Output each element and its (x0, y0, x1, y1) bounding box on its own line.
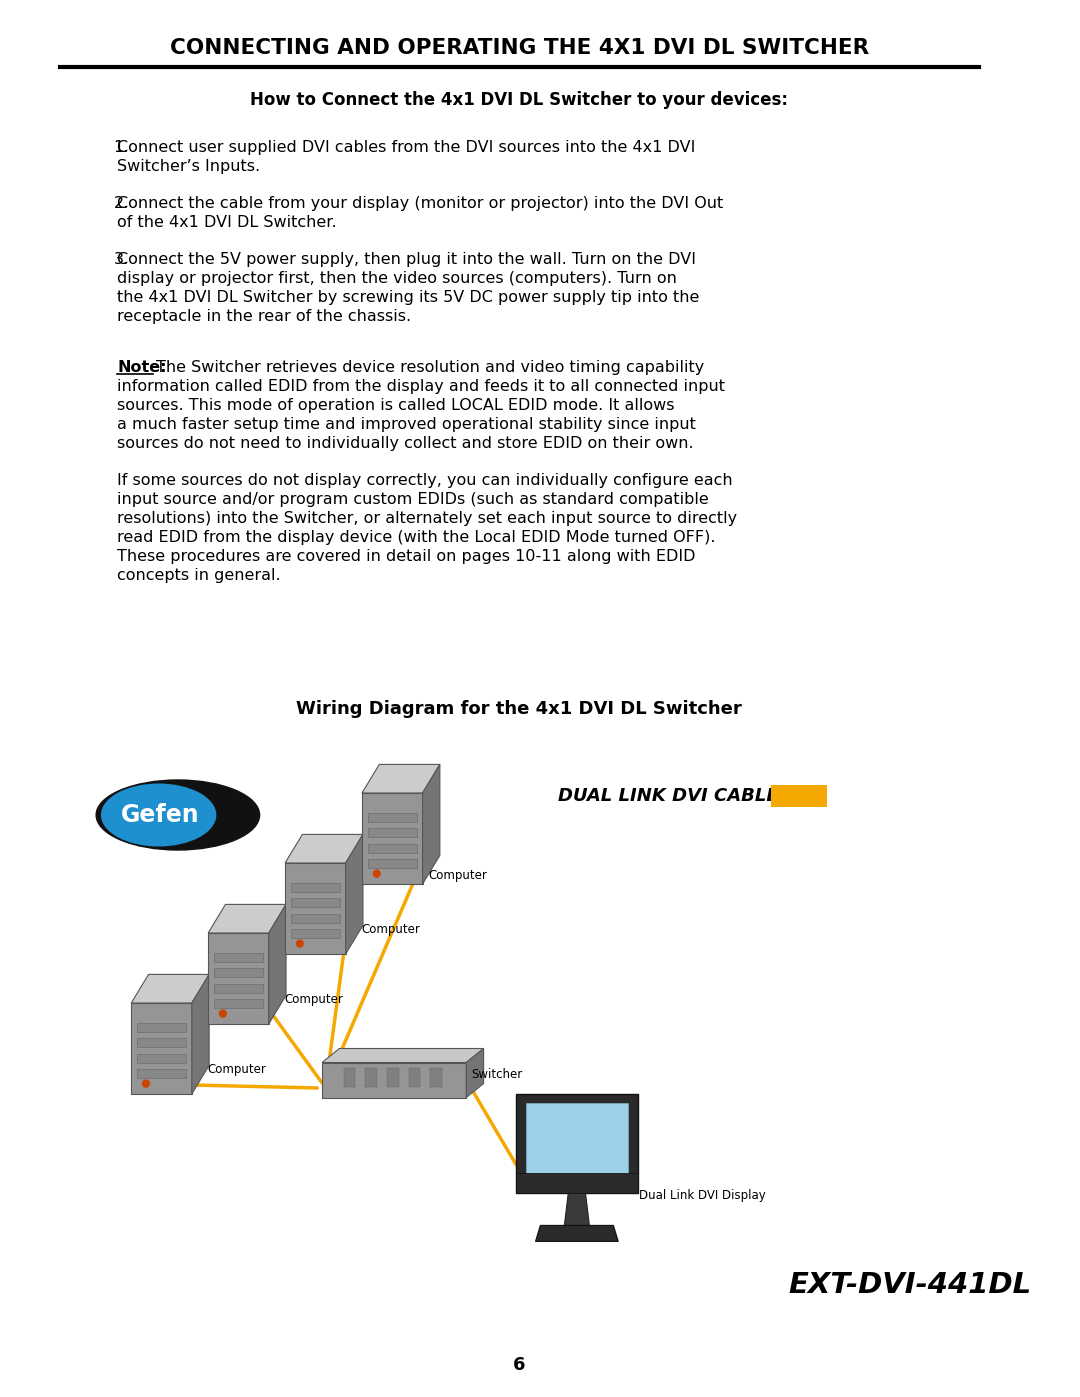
Polygon shape (214, 983, 262, 993)
Text: Connect the 5V power supply, then plug it into the wall. Turn on the DVI: Connect the 5V power supply, then plug i… (118, 251, 697, 267)
Polygon shape (368, 813, 417, 821)
Polygon shape (362, 793, 422, 884)
Polygon shape (132, 974, 210, 1003)
Text: 3.: 3. (113, 251, 129, 267)
Text: Switcher: Switcher (471, 1069, 523, 1081)
Circle shape (374, 870, 380, 877)
Text: display or projector first, then the video sources (computers). Turn on: display or projector first, then the vid… (118, 271, 677, 286)
Polygon shape (292, 914, 339, 923)
Polygon shape (516, 1094, 637, 1193)
Polygon shape (292, 929, 339, 939)
Polygon shape (408, 1067, 420, 1087)
Polygon shape (192, 974, 210, 1094)
Polygon shape (214, 968, 262, 977)
Text: of the 4x1 DVI DL Switcher.: of the 4x1 DVI DL Switcher. (118, 215, 337, 231)
Text: concepts in general.: concepts in general. (118, 569, 281, 583)
Polygon shape (292, 883, 339, 891)
Text: CONNECTING AND OPERATING THE 4X1 DVI DL SWITCHER: CONNECTING AND OPERATING THE 4X1 DVI DL … (170, 38, 868, 59)
Polygon shape (565, 1193, 590, 1225)
Bar (771, 785, 827, 807)
Polygon shape (387, 1067, 399, 1087)
Text: information called EDID from the display and feeds it to all connected input: information called EDID from the display… (118, 379, 726, 394)
Polygon shape (137, 1038, 186, 1048)
Polygon shape (208, 904, 286, 933)
Text: EXT-DVI-441DL: EXT-DVI-441DL (788, 1271, 1031, 1299)
Circle shape (219, 1010, 226, 1017)
Polygon shape (346, 834, 363, 954)
Text: How to Connect the 4x1 DVI DL Switcher to your devices:: How to Connect the 4x1 DVI DL Switcher t… (251, 91, 788, 109)
Polygon shape (322, 1049, 484, 1063)
Circle shape (143, 1080, 149, 1087)
Ellipse shape (96, 780, 259, 849)
Polygon shape (285, 863, 346, 954)
Text: Connect user supplied DVI cables from the DVI sources into the 4x1 DVI: Connect user supplied DVI cables from th… (118, 140, 696, 155)
Polygon shape (467, 1049, 484, 1098)
Polygon shape (430, 1067, 442, 1087)
Text: Gefen: Gefen (121, 803, 200, 827)
Text: 1.: 1. (113, 140, 129, 155)
Text: DUAL LINK DVI CABLE: DUAL LINK DVI CABLE (557, 787, 779, 805)
Polygon shape (132, 1003, 192, 1094)
Text: 2.: 2. (113, 196, 129, 211)
Text: read EDID from the display device (with the Local EDID Mode turned OFF).: read EDID from the display device (with … (118, 529, 716, 545)
Polygon shape (137, 1053, 186, 1063)
Polygon shape (343, 1067, 355, 1087)
Text: These procedures are covered in detail on pages 10-11 along with EDID: These procedures are covered in detail o… (118, 549, 696, 564)
Text: receptacle in the rear of the chassis.: receptacle in the rear of the chassis. (118, 309, 411, 324)
Text: Dual Link DVI Display: Dual Link DVI Display (639, 1189, 766, 1201)
Polygon shape (368, 859, 417, 869)
Text: input source and/or program custom EDIDs (such as standard compatible: input source and/or program custom EDIDs… (118, 492, 710, 507)
Text: 6: 6 (513, 1356, 526, 1375)
Polygon shape (137, 1023, 186, 1031)
Polygon shape (322, 1063, 467, 1098)
Polygon shape (526, 1102, 627, 1173)
Text: Computer: Computer (207, 1063, 267, 1077)
Text: the 4x1 DVI DL Switcher by screwing its 5V DC power supply tip into the: the 4x1 DVI DL Switcher by screwing its … (118, 291, 700, 305)
Polygon shape (285, 834, 363, 863)
Text: Wiring Diagram for the 4x1 DVI DL Switcher: Wiring Diagram for the 4x1 DVI DL Switch… (296, 700, 742, 718)
Polygon shape (368, 844, 417, 852)
Text: If some sources do not display correctly, you can individually configure each: If some sources do not display correctly… (118, 474, 733, 488)
Text: Computer: Computer (429, 869, 488, 882)
Polygon shape (269, 904, 286, 1024)
Polygon shape (362, 764, 440, 793)
Polygon shape (292, 898, 339, 907)
Polygon shape (214, 953, 262, 961)
Text: sources. This mode of operation is called LOCAL EDID mode. It allows: sources. This mode of operation is calle… (118, 398, 675, 414)
Polygon shape (214, 999, 262, 1009)
Polygon shape (368, 828, 417, 837)
Polygon shape (422, 764, 440, 884)
Text: Switcher’s Inputs.: Switcher’s Inputs. (118, 159, 260, 175)
Text: The Switcher retrieves device resolution and video timing capability: The Switcher retrieves device resolution… (156, 360, 704, 374)
Text: Note:: Note: (118, 360, 166, 374)
Text: a much faster setup time and improved operational stability since input: a much faster setup time and improved op… (118, 416, 697, 432)
Polygon shape (365, 1067, 377, 1087)
Text: sources do not need to individually collect and store EDID on their own.: sources do not need to individually coll… (118, 436, 694, 451)
Text: Computer: Computer (362, 923, 420, 936)
Text: Connect the cable from your display (monitor or projector) into the DVI Out: Connect the cable from your display (mon… (118, 196, 724, 211)
Polygon shape (137, 1069, 186, 1078)
Polygon shape (536, 1225, 618, 1242)
Ellipse shape (100, 784, 216, 847)
Polygon shape (516, 1173, 637, 1193)
Circle shape (296, 940, 303, 947)
Text: Computer: Computer (285, 993, 343, 1006)
Polygon shape (208, 933, 269, 1024)
Text: resolutions) into the Switcher, or alternately set each input source to directly: resolutions) into the Switcher, or alter… (118, 511, 738, 527)
